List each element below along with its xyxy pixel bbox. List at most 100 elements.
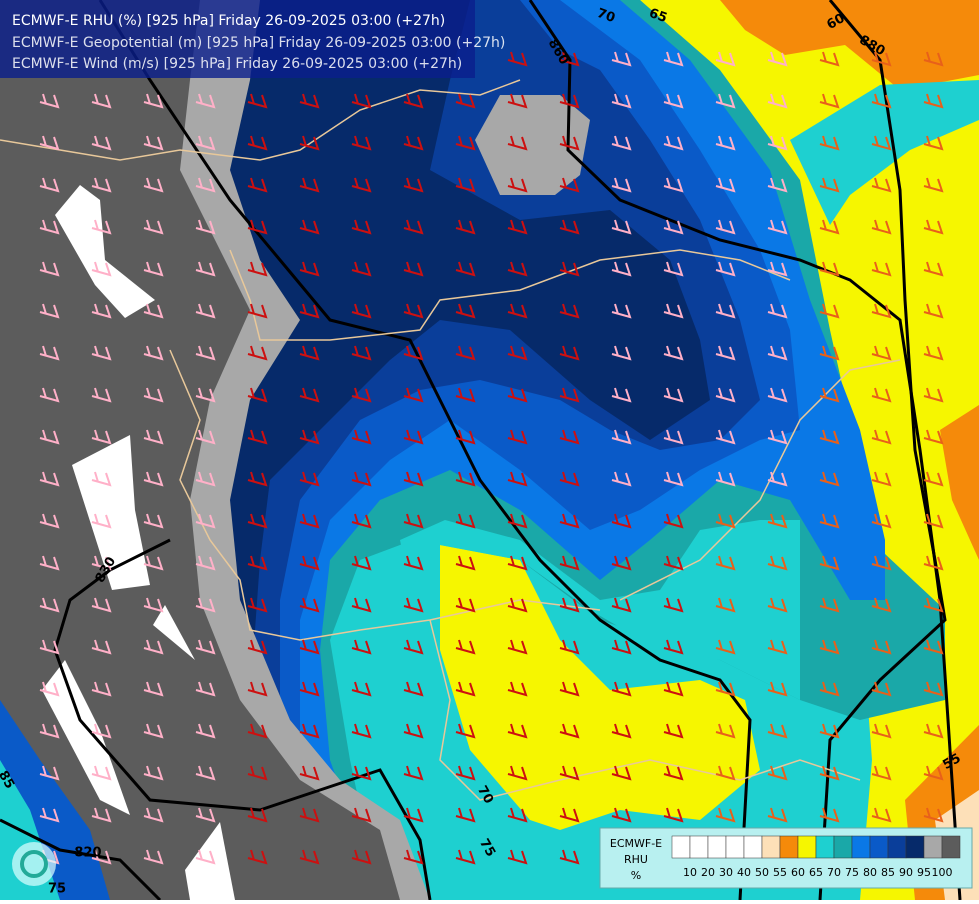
- wind-barb: [455, 429, 476, 445]
- wind-barb: [91, 303, 112, 319]
- wind-barb: [507, 135, 528, 151]
- wind-barb: [195, 849, 216, 865]
- wind-barb: [455, 597, 476, 613]
- wind-barb: [351, 135, 372, 151]
- wind-barb: [351, 597, 372, 613]
- wind-barb: [767, 387, 788, 403]
- wind-barb: [767, 51, 788, 67]
- wind-barb: [39, 555, 60, 571]
- wind-barb: [91, 765, 112, 781]
- wind-barb: [559, 639, 580, 655]
- wind-barb: [39, 723, 60, 739]
- wind-barb: [195, 261, 216, 277]
- wind-barb: [195, 93, 216, 109]
- header-line: ECMWF-E Wind (m/s) [925 hPa] Friday 26-0…: [12, 56, 462, 72]
- wind-barb: [403, 219, 424, 235]
- legend-swatch: [941, 835, 961, 859]
- wind-barb: [507, 807, 528, 823]
- wind-barb: [559, 471, 580, 487]
- wind-barb: [507, 513, 528, 529]
- legend-swatch: [743, 835, 763, 859]
- wind-barb: [715, 681, 736, 697]
- wind-barb: [455, 555, 476, 571]
- rhu-white: [42, 660, 130, 815]
- wind-barb: [559, 93, 580, 109]
- wind-barb: [663, 555, 684, 571]
- wind-barb: [455, 135, 476, 151]
- wind-barb: [715, 51, 736, 67]
- legend-swatch: [869, 835, 889, 859]
- wind-barb: [715, 807, 736, 823]
- wind-barb: [819, 681, 840, 697]
- wind-barb: [455, 261, 476, 277]
- wind-barb: [143, 681, 164, 697]
- wind-barb: [143, 597, 164, 613]
- wind-barb: [195, 177, 216, 193]
- wind-barb: [767, 807, 788, 823]
- wind-barb: [247, 513, 268, 529]
- wind-barb: [507, 303, 528, 319]
- wind-barb: [351, 849, 372, 865]
- wind-barb: [143, 93, 164, 109]
- legend-label: 40: [737, 866, 751, 879]
- wind-barb: [663, 303, 684, 319]
- legend-label: 100: [932, 866, 953, 879]
- wind-barb: [715, 135, 736, 151]
- wind-barb: [923, 597, 944, 613]
- wind-barb: [559, 219, 580, 235]
- legend-swatch: [797, 835, 817, 859]
- wind-barb: [871, 807, 892, 823]
- wind-barb: [923, 555, 944, 571]
- legend-title: %: [631, 869, 641, 882]
- wind-barb: [39, 513, 60, 529]
- wind-barb: [299, 261, 320, 277]
- wind-barb: [195, 387, 216, 403]
- legend-label: 75: [845, 866, 859, 879]
- wind-barb: [611, 261, 632, 277]
- wind-barb: [767, 303, 788, 319]
- wind-barb: [91, 219, 112, 235]
- wind-barb: [871, 471, 892, 487]
- contour-line: [818, 0, 947, 901]
- wind-barb: [247, 807, 268, 823]
- wind-barb: [39, 429, 60, 445]
- wind-barb: [299, 303, 320, 319]
- wind-barb: [195, 807, 216, 823]
- wind-barb: [871, 93, 892, 109]
- wind-barb: [923, 639, 944, 655]
- wind-barb: [767, 681, 788, 697]
- wind-barb: [663, 681, 684, 697]
- wind-barb: [351, 345, 372, 361]
- contour-label: 820: [74, 846, 101, 861]
- wind-barb: [143, 345, 164, 361]
- wind-barb: [91, 555, 112, 571]
- wind-barb: [455, 93, 476, 109]
- wind-barb: [767, 93, 788, 109]
- header-box: [0, 0, 475, 78]
- wind-barb: [663, 387, 684, 403]
- wind-barb: [871, 345, 892, 361]
- legend-swatch: [923, 835, 943, 859]
- wind-barb: [559, 849, 580, 865]
- wind-barb: [143, 387, 164, 403]
- wind-barb: [195, 135, 216, 151]
- wind-barb: [299, 135, 320, 151]
- wind-barb: [351, 765, 372, 781]
- wind-barb: [923, 429, 944, 445]
- wind-barb: [871, 177, 892, 193]
- wind-barb: [247, 303, 268, 319]
- wind-barb: [403, 303, 424, 319]
- legend-label: 30: [719, 866, 733, 879]
- wind-barb: [507, 261, 528, 277]
- wind-barb: [351, 513, 372, 529]
- wind-barb: [923, 765, 944, 781]
- wind-barb: [143, 219, 164, 235]
- wind-barb: [455, 765, 476, 781]
- wind-barb: [39, 765, 60, 781]
- wind-barb: [507, 597, 528, 613]
- wind-barb: [143, 849, 164, 865]
- wind-barb: [871, 681, 892, 697]
- wind-barb: [143, 261, 164, 277]
- wind-barb: [715, 597, 736, 613]
